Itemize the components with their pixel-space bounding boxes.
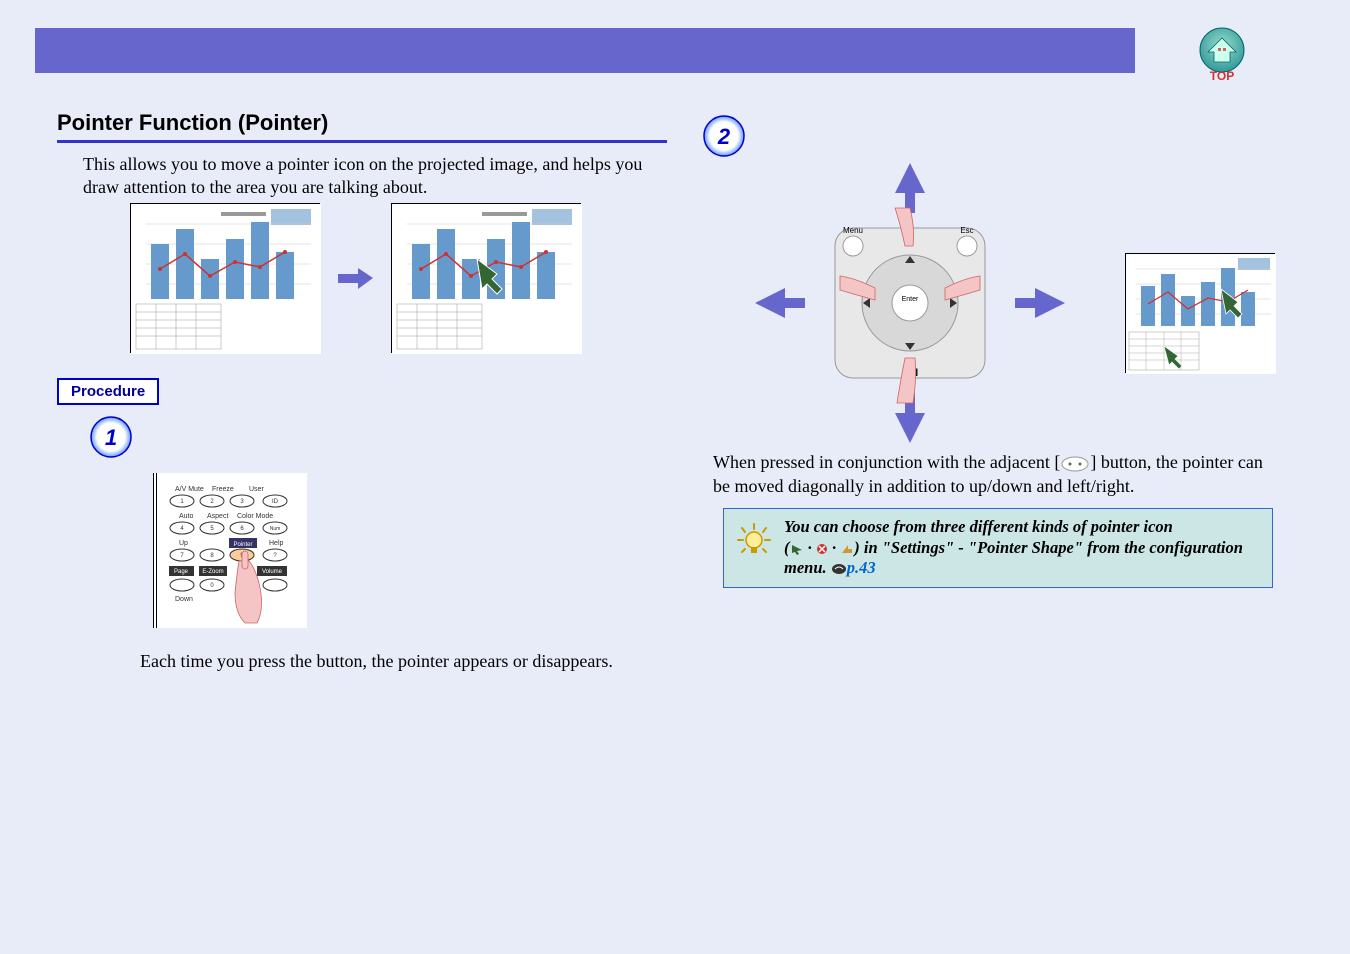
page-reference-link[interactable]: p.43 — [847, 558, 876, 577]
enter-button-icon — [1060, 456, 1090, 472]
svg-text:Enter: Enter — [902, 296, 919, 303]
svg-text:ID: ID — [272, 499, 279, 505]
header-bar — [35, 28, 1135, 73]
procedure-label: Procedure — [57, 378, 159, 405]
nav-diagram: Menu Esc Enter ON — [735, 158, 1105, 448]
svg-text:Volume: Volume — [262, 569, 283, 575]
pointer-shape-1-icon — [790, 543, 804, 555]
lightbulb-icon — [734, 522, 774, 562]
pointer-shape-3-icon — [840, 543, 854, 555]
svg-text:2: 2 — [717, 124, 731, 149]
step-2-badge: 2 — [703, 115, 745, 157]
svg-text:Pointer: Pointer — [233, 542, 252, 548]
svg-text:Down: Down — [175, 596, 193, 603]
remote-control-diagram: A/V MuteFreezeUser 1 2 3 ID AutoAspectCo… — [153, 473, 303, 628]
title-underline — [57, 140, 667, 143]
svg-text:Aspect: Aspect — [207, 513, 228, 520]
reference-icon — [831, 563, 847, 575]
step2-text-a: When pressed in conjunction with the adj… — [713, 452, 1060, 472]
svg-text:Up: Up — [179, 540, 188, 547]
svg-text:User: User — [249, 486, 264, 493]
tip-callout: You can choose from three different kind… — [723, 508, 1273, 588]
svg-text:Freeze: Freeze — [212, 486, 234, 493]
arrow-right-icon — [338, 266, 373, 291]
svg-text:Menu: Menu — [843, 226, 863, 235]
svg-text:Esc: Esc — [960, 226, 973, 235]
svg-text:Num: Num — [270, 526, 281, 532]
svg-text:Auto: Auto — [179, 513, 194, 520]
svg-text:A/V Mute: A/V Mute — [175, 486, 204, 493]
svg-text:Help: Help — [269, 540, 284, 547]
step1-caption: Each time you press the button, the poin… — [140, 651, 613, 672]
svg-text:1: 1 — [105, 425, 117, 450]
chart-before — [130, 203, 320, 353]
svg-text:Color Mode: Color Mode — [237, 513, 273, 520]
step-1-badge: 1 — [90, 416, 132, 458]
top-label: TOP — [1210, 69, 1234, 82]
svg-text:Page: Page — [174, 569, 189, 575]
intro-paragraph: This allows you to move a pointer icon o… — [83, 153, 663, 200]
chart-after — [391, 203, 581, 353]
tip-content: You can choose from three different kind… — [784, 517, 1262, 579]
step2-caption: When pressed in conjunction with the adj… — [713, 450, 1273, 499]
tip-line1: You can choose from three different kind… — [784, 517, 1173, 536]
section-title: Pointer Function (Pointer) — [57, 110, 328, 136]
document-page: TOP Pointer Function (Pointer) This allo… — [35, 28, 1315, 928]
pointer-shape-2-icon — [816, 543, 828, 555]
svg-text:E-Zoom: E-Zoom — [202, 569, 223, 575]
top-icon[interactable]: TOP — [1194, 26, 1250, 82]
chart-result — [1125, 253, 1275, 373]
chart-comparison — [130, 203, 581, 353]
